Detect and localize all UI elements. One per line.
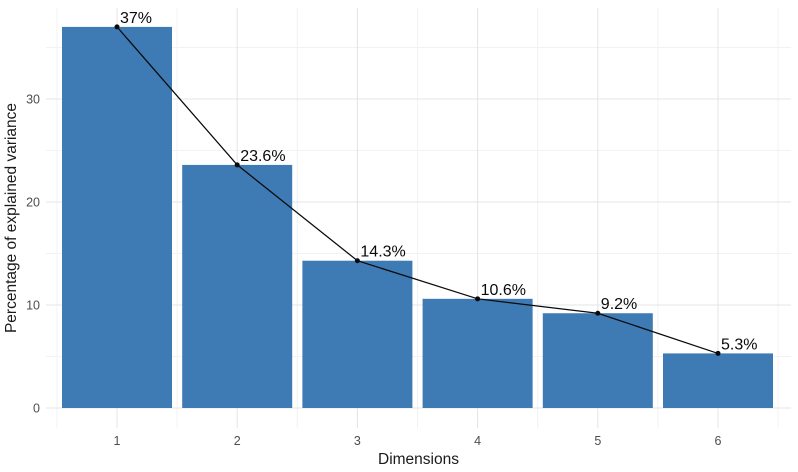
y-tick-label: 0 <box>33 402 40 416</box>
scree-point-dim-3 <box>354 258 360 264</box>
y-tick-label: 10 <box>26 299 40 313</box>
x-tick-label: 5 <box>594 434 601 448</box>
variance-bar-dim-5 <box>542 313 653 408</box>
variance-bar-dim-2 <box>182 164 293 408</box>
scree-point-dim-4 <box>475 296 481 302</box>
x-axis-title: Dimensions <box>378 451 459 468</box>
point-label: 9.2% <box>601 296 637 313</box>
y-tick-label: 20 <box>26 196 40 210</box>
x-tick-label: 6 <box>715 434 722 448</box>
x-tick-label: 4 <box>474 434 481 448</box>
x-tick-label: 2 <box>234 434 241 448</box>
y-axis-title: Percentage of explained variance <box>3 103 20 333</box>
variance-bar-dim-1 <box>62 26 172 409</box>
scree-point-dim-5 <box>595 310 601 316</box>
scree-point-dim-6 <box>715 350 721 356</box>
point-label: 5.3% <box>721 336 757 353</box>
point-label: 23.6% <box>240 148 285 165</box>
scree-point-dim-1 <box>114 24 120 30</box>
scree-point-dim-2 <box>234 162 240 168</box>
variance-bar-dim-4 <box>422 298 533 408</box>
scree-line <box>116 26 719 355</box>
y-tick-label: 30 <box>26 93 40 107</box>
variance-bar-dim-3 <box>302 260 413 408</box>
variance-bar-dim-6 <box>663 353 773 408</box>
point-label: 37% <box>120 10 152 27</box>
x-tick-label: 3 <box>354 434 361 448</box>
x-tick-label: 1 <box>114 434 121 448</box>
point-label: 14.3% <box>360 244 405 261</box>
point-label: 10.6% <box>481 282 526 299</box>
